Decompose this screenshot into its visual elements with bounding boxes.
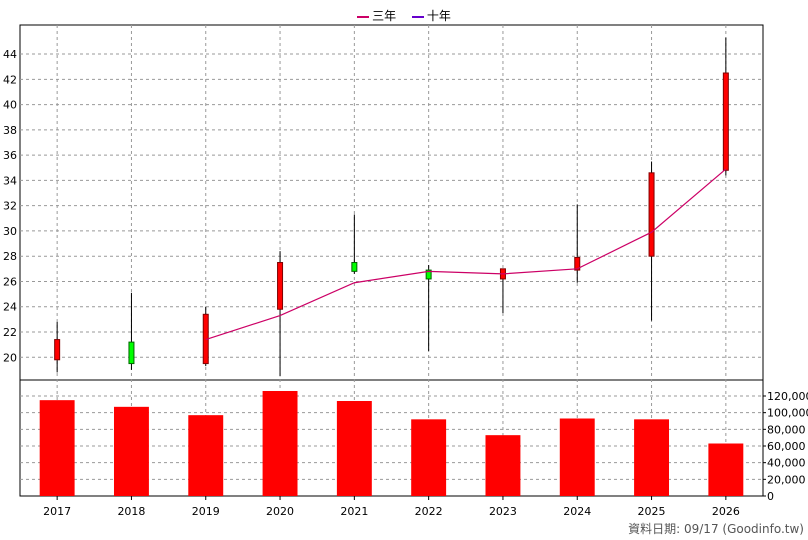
volume-tick-label: 120,000 — [767, 390, 808, 403]
price-tick-label: 44 — [3, 48, 17, 61]
legend-item-three-year[interactable]: 三年 — [357, 7, 396, 24]
x-tick-label: 2026 — [712, 505, 740, 518]
price-tick-label: 32 — [3, 200, 17, 213]
volume-bar — [262, 391, 298, 496]
x-tick-label: 2024 — [563, 505, 591, 518]
x-tick-label: 2025 — [638, 505, 666, 518]
legend-three-year-label: 三年 — [372, 9, 397, 23]
candle-body — [351, 262, 358, 272]
volume-tick-label: 40,000 — [767, 457, 806, 470]
price-tick-label: 26 — [3, 275, 17, 288]
candle-body — [648, 172, 655, 257]
x-tick-label: 2023 — [489, 505, 517, 518]
legend-item-ten-year[interactable]: 十年 — [411, 7, 451, 24]
volume-tick-label: 60,000 — [767, 440, 806, 453]
price-tick-label: 22 — [3, 326, 17, 339]
candle-body — [722, 72, 729, 171]
volume-tick-label: 20,000 — [767, 473, 806, 486]
volume-tick-label: 100,000 — [767, 407, 808, 420]
three-year-line — [205, 168, 727, 341]
volume-tick-label: 80,000 — [767, 423, 806, 436]
price-tick-label: 28 — [3, 250, 17, 263]
candle-body — [425, 269, 432, 280]
price-tick-label: 38 — [3, 124, 17, 137]
volume-bar — [708, 443, 744, 496]
legend-ten-year-label: 十年 — [426, 9, 451, 23]
volume-bar — [485, 435, 521, 496]
volume-tick-label: 0 — [767, 490, 774, 503]
price-tick-label: 34 — [3, 174, 17, 187]
candle-body — [277, 262, 284, 310]
x-tick-label: 2020 — [266, 505, 294, 518]
x-tick-label: 2022 — [415, 505, 443, 518]
price-plot-frame — [19, 24, 764, 381]
price-tick-label: 42 — [3, 73, 17, 86]
three-year-line-swatch — [357, 15, 370, 18]
ten-year-line-swatch — [411, 15, 424, 18]
x-tick-label: 2017 — [43, 505, 71, 518]
volume-bar — [39, 400, 75, 496]
source-note: 資料日期: 09/17 (Goodinfo.tw) — [628, 522, 804, 536]
price-tick-label: 20 — [3, 351, 17, 364]
volume-bar — [634, 419, 670, 496]
volume-bar — [336, 401, 372, 496]
volume-bar — [113, 406, 149, 496]
x-tick-label: 2018 — [117, 505, 145, 518]
chart-legend: 三年 十年 — [0, 7, 808, 24]
volume-bar — [411, 419, 447, 496]
volume-bar — [188, 415, 224, 496]
x-tick-label: 2021 — [340, 505, 368, 518]
price-tick-label: 40 — [3, 99, 17, 112]
candle-body — [128, 341, 135, 365]
price-tick-label: 24 — [3, 301, 17, 314]
volume-bar — [559, 418, 595, 496]
price-tick-label: 30 — [3, 225, 17, 238]
price-tick-label: 36 — [3, 149, 17, 162]
x-tick-label: 2019 — [192, 505, 220, 518]
candle-body — [54, 339, 61, 361]
candle-body — [574, 256, 581, 271]
